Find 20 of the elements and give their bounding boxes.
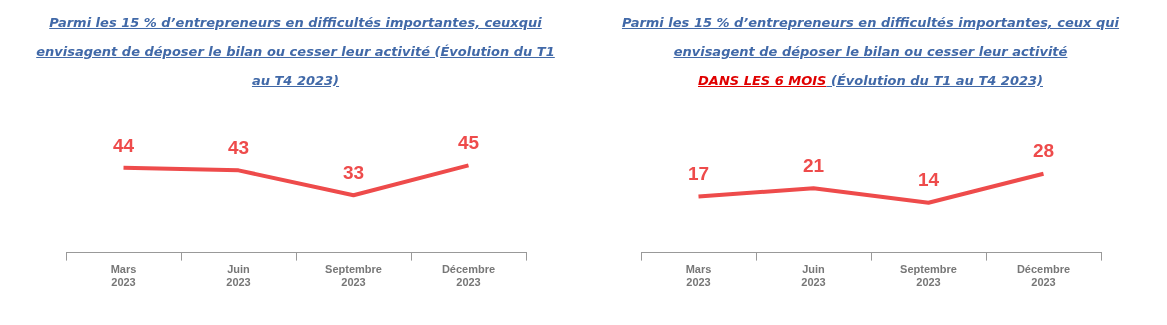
x-tick-label: Mars 2023 bbox=[110, 263, 136, 289]
text: (Évolution du T1 au T4 2023) bbox=[830, 73, 1043, 88]
x-tick-label: Juin 2023 bbox=[225, 263, 251, 289]
data-label: 28 bbox=[1032, 140, 1054, 162]
data-label: 14 bbox=[917, 169, 939, 191]
x-tick-label: Juin 2023 bbox=[800, 263, 826, 289]
data-label: 43 bbox=[227, 137, 249, 159]
data-label: 21 bbox=[802, 154, 824, 176]
x-tick-label: Mars 2023 bbox=[685, 263, 711, 289]
x-tick-label: Décembre 2023 bbox=[441, 263, 495, 289]
data-label: 17 bbox=[687, 163, 709, 185]
x-tick-label: Décembre 2023 bbox=[1016, 263, 1070, 289]
x-tick-label: Septembre 2023 bbox=[899, 263, 957, 289]
chart-title: Parmi les 15 % d’entrepreneurs en difficultés importantes, ceux qui envisagent de déposer le bilan ou cesser leur activité bbox=[621, 15, 1120, 59]
data-label: 44 bbox=[112, 134, 134, 156]
data-label: 33 bbox=[342, 162, 364, 184]
data-label: 45 bbox=[457, 132, 479, 154]
chart-title: Parmi les 15 % d’entrepreneurs en difficultés importantes, ceuxqui envisagent de déposer le bilan ou cesser leur activité (Évolution du T1 au T4 2023) bbox=[36, 15, 555, 88]
x-tick-label: Septembre 2023 bbox=[324, 263, 382, 289]
chart-subtitle: DANS LES 6 MOIS bbox=[698, 73, 827, 88]
